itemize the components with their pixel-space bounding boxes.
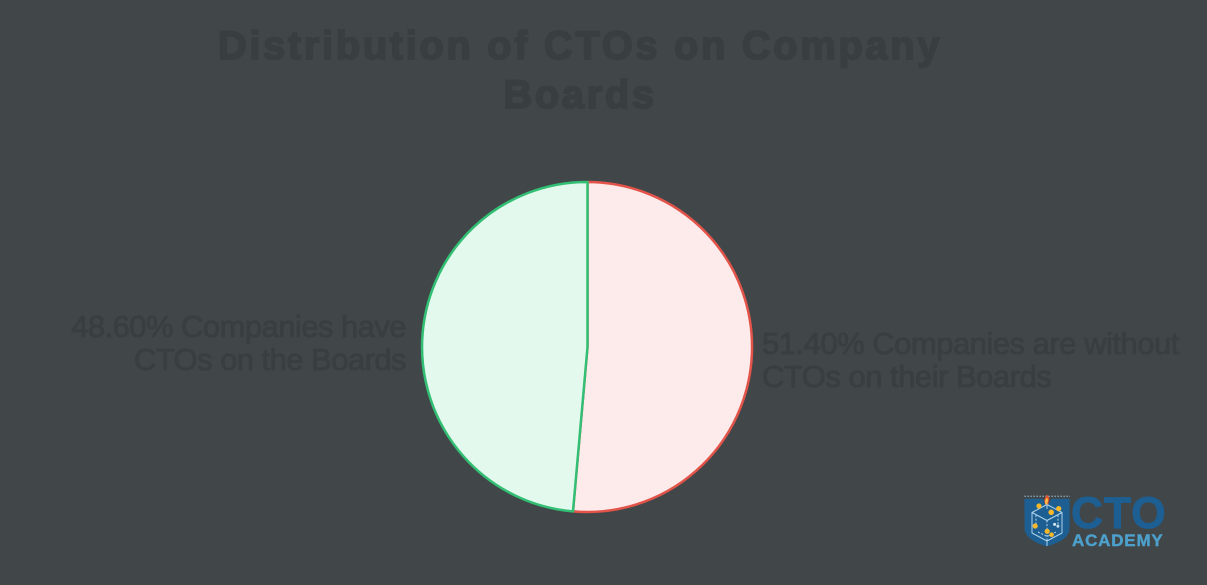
svg-text:CTO: CTO xyxy=(1071,489,1167,538)
svg-text:ACADEMY: ACADEMY xyxy=(1072,531,1164,550)
